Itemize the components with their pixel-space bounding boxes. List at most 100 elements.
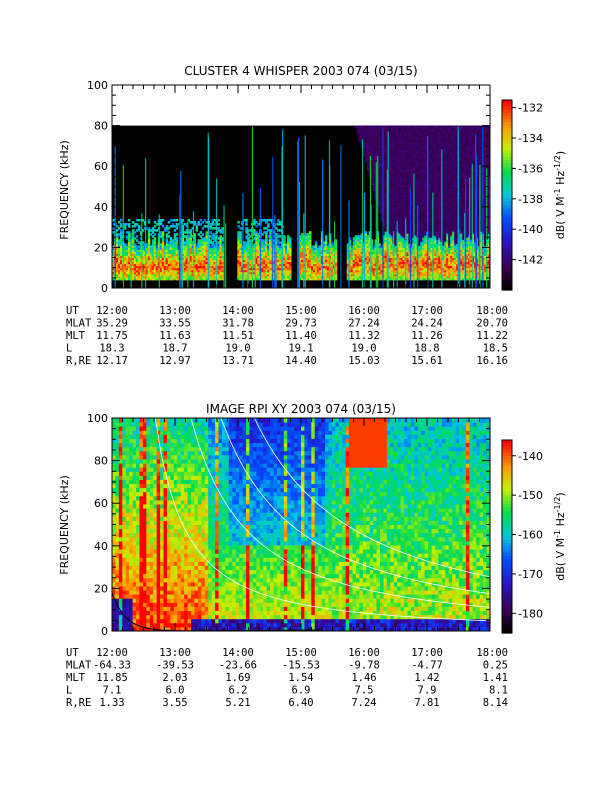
spectro-cell: [177, 271, 181, 275]
spectro-cell: [392, 200, 396, 204]
spectro-cell: [165, 277, 169, 281]
spectro-cell: [364, 143, 368, 147]
spectro-cell: [141, 218, 145, 222]
spectro-cell: [167, 257, 171, 261]
spectro-cell: [428, 174, 431, 177]
spectro-cell: [185, 223, 189, 226]
spectro-cell: [356, 129, 360, 133]
spectro-cell: [418, 269, 421, 273]
spectro-cell: [112, 257, 115, 261]
spectro-cell: [418, 245, 421, 248]
spectro-cell: [255, 265, 258, 269]
spectro-cell: [167, 261, 171, 265]
spectro-cell: [127, 249, 131, 252]
spectro-cell: [191, 275, 195, 279]
spectro-cell: [382, 160, 386, 163]
spectro-cell: [267, 251, 270, 254]
spectro-cell: [430, 208, 433, 212]
spectro-cell: [420, 176, 423, 179]
spectro-cell: [165, 273, 169, 277]
spectro-cell: [366, 261, 370, 265]
spectro-cell: [119, 263, 123, 267]
spectro-cell: [151, 259, 155, 263]
spectro-cell: [380, 218, 384, 222]
spectro-cell: [430, 275, 433, 279]
spectro-cell: [257, 275, 260, 279]
spectro-cell: [261, 247, 264, 250]
spectro-cell: [390, 259, 394, 263]
spectro-cell: [382, 247, 386, 250]
spectro-cell: [388, 125, 392, 129]
spectro-cell: [378, 166, 382, 169]
spectro-cell: [189, 269, 193, 273]
spectro-cell: [310, 275, 314, 279]
spectro-cell: [354, 261, 358, 265]
spectro-cell: [239, 257, 242, 261]
spectro-cell: [378, 243, 382, 246]
spectro-cell: [261, 277, 264, 281]
spectro-cell: [400, 156, 403, 159]
spectro-cell: [368, 125, 372, 129]
spectro-cell: [414, 147, 417, 151]
spectro-cell: [147, 218, 151, 222]
spectro-cell: [356, 255, 360, 259]
spectro-cell: [388, 129, 392, 133]
spectro-cell: [398, 237, 401, 240]
spectro-cell: [408, 158, 411, 161]
spectro-cell: [402, 149, 405, 153]
spectro-cell: [314, 247, 318, 250]
spectro-cell: [133, 263, 137, 267]
spectro-cell: [400, 129, 403, 133]
spectro-cell: [388, 233, 392, 236]
spectro-cell: [326, 255, 330, 259]
spectro-cell: [422, 275, 425, 279]
spectro-cell: [145, 273, 149, 277]
spectro-cell: [209, 263, 212, 267]
spectro-cell: [410, 239, 413, 242]
spectro-cell: [402, 261, 405, 265]
spectro-cell: [183, 269, 187, 273]
spectro-cell: [155, 257, 159, 261]
spectro-cell: [203, 247, 207, 250]
spectro-cell: [205, 235, 208, 238]
spectro-cell: [352, 261, 356, 265]
spectro-cell: [193, 237, 197, 240]
spectro-cell: [424, 225, 427, 228]
spectro-cell: [410, 129, 413, 133]
spectro-cell: [362, 147, 366, 151]
spectro-cell: [209, 273, 212, 277]
spectro-cell: [189, 249, 193, 252]
spectro-cell: [289, 277, 292, 281]
spectro-cell: [149, 273, 153, 277]
spectro-cell: [422, 131, 425, 135]
spectro-cell: [384, 261, 388, 265]
spectro-cell: [414, 231, 417, 234]
spectro-cell: [287, 251, 290, 254]
spectro-cell: [400, 192, 403, 196]
spectro-cell: [398, 247, 401, 250]
spectro-cell: [219, 239, 222, 242]
spectro-cell: [388, 253, 392, 257]
spectro-cell: [348, 249, 352, 252]
spectro-cell: [430, 162, 433, 165]
spectro-cell: [400, 253, 403, 257]
spectro-cell: [398, 125, 401, 129]
spectro-cell: [424, 160, 427, 163]
spectro-cell: [257, 273, 260, 277]
spectro-cell: [217, 243, 220, 246]
spectro-cell: [245, 235, 248, 238]
spectro-cell: [263, 263, 266, 267]
spectro-cell: [189, 221, 193, 224]
spectro-cell: [322, 253, 326, 257]
spectro-cell: [388, 259, 392, 263]
spectro-cell: [382, 267, 386, 271]
spectro-cell: [289, 263, 292, 267]
spectro-cell: [398, 158, 401, 161]
spectro-cell: [410, 273, 413, 277]
spectro-cell: [189, 271, 193, 275]
spectro-cell: [269, 231, 272, 234]
spectro-cell: [398, 186, 401, 190]
spectro-cell: [131, 237, 135, 240]
spectro-cell: [394, 168, 397, 171]
spectro-cell: [372, 162, 376, 165]
